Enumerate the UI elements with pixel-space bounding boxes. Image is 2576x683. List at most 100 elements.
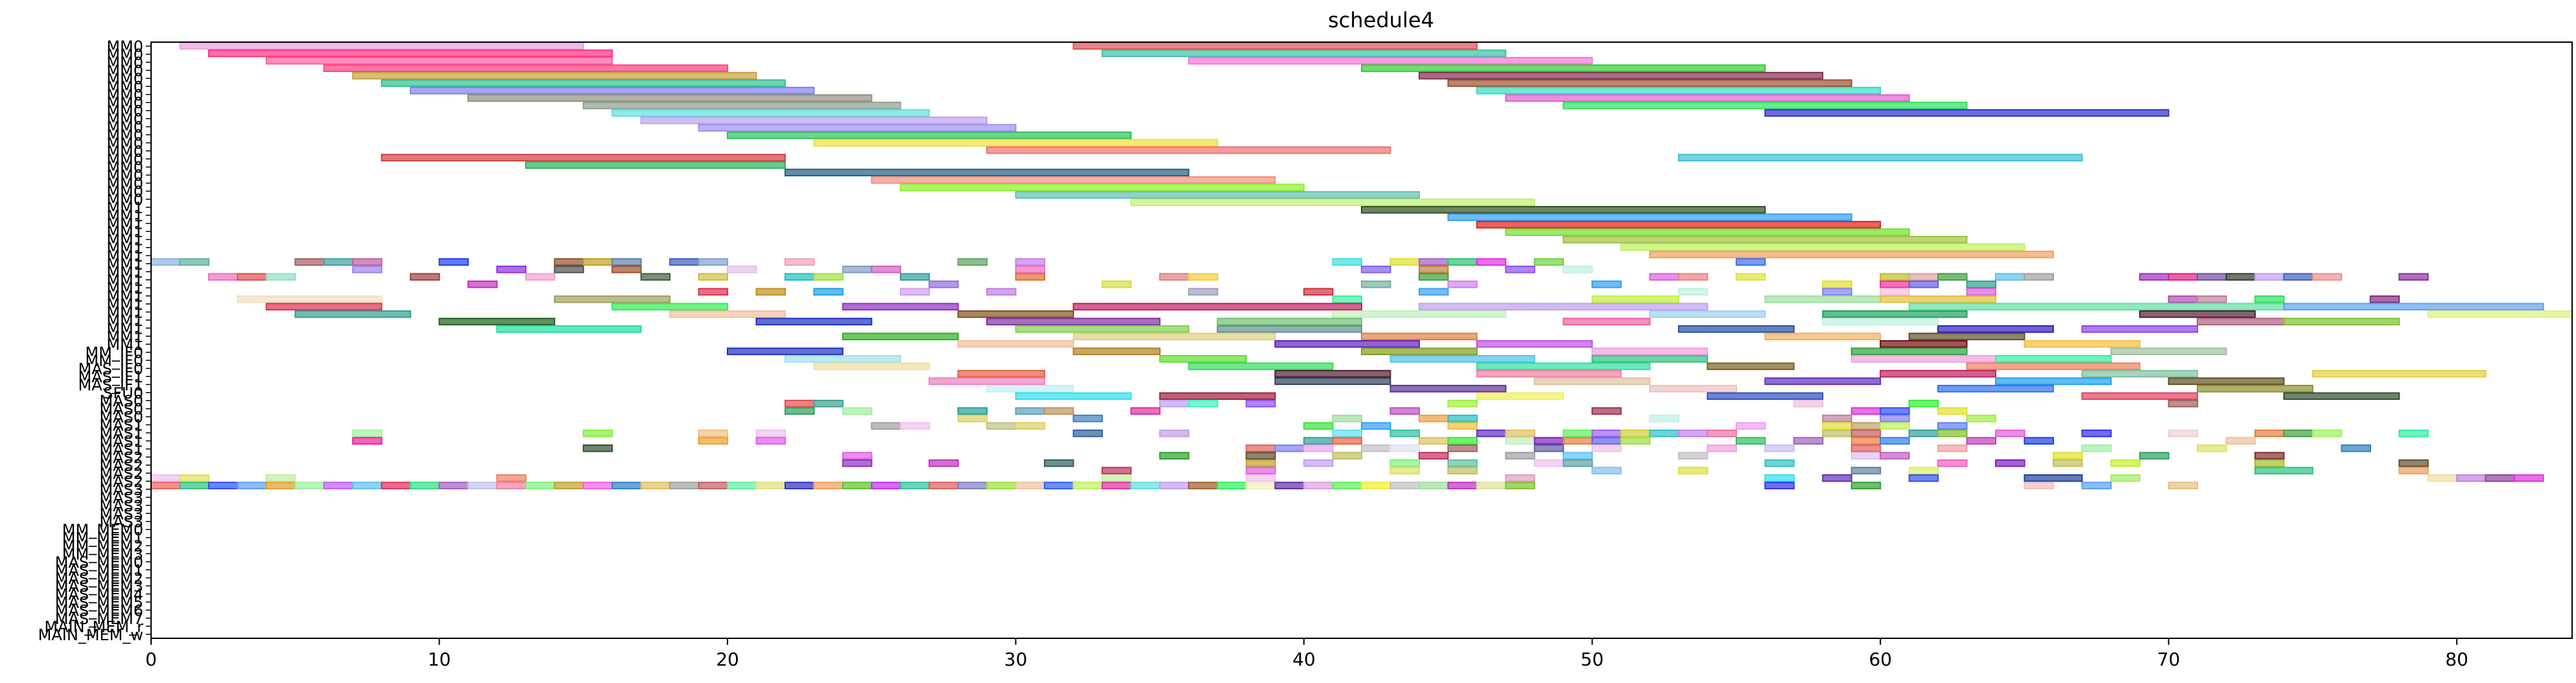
task-bar bbox=[1101, 474, 1132, 482]
task-bar bbox=[698, 288, 729, 296]
task-bar bbox=[871, 422, 901, 430]
task-bar bbox=[1274, 369, 1391, 378]
task-bar bbox=[2283, 392, 2400, 400]
task-bar bbox=[2254, 273, 2285, 281]
task-bar bbox=[1447, 414, 1478, 423]
task-bar bbox=[1764, 332, 1882, 341]
task-bar bbox=[1418, 258, 1449, 266]
y-tick-label: MM1 bbox=[106, 328, 143, 346]
y-tick-label: MAS_MEM3 bbox=[55, 577, 143, 596]
task-bar bbox=[554, 265, 584, 273]
task-bar bbox=[1850, 481, 1882, 490]
task-bar bbox=[2052, 459, 2083, 467]
task-bar bbox=[410, 481, 440, 490]
task-bar bbox=[611, 481, 642, 490]
task-bar bbox=[323, 258, 354, 266]
task-bar bbox=[1476, 392, 1565, 400]
task-bar bbox=[1332, 437, 1362, 445]
task-bar bbox=[842, 303, 959, 311]
task-bar bbox=[1937, 325, 2054, 333]
task-bar bbox=[2168, 377, 2285, 386]
y-tick-label: MAS0 bbox=[99, 392, 143, 410]
y-tick-label: MM0 bbox=[106, 191, 143, 209]
y-tick-label: MAS3 bbox=[99, 481, 143, 499]
task-bar bbox=[1447, 481, 1478, 490]
y-tick-label: MM_IF0 bbox=[85, 352, 143, 370]
x-tick-label: 40 bbox=[1292, 649, 1316, 670]
task-bar bbox=[1908, 467, 1939, 475]
task-bar bbox=[2110, 347, 2227, 356]
task-bar bbox=[1216, 481, 1247, 490]
task-bar bbox=[1678, 325, 1795, 333]
task-bar bbox=[1563, 318, 1651, 326]
task-bar bbox=[1015, 325, 1190, 333]
task-bar bbox=[1246, 481, 1276, 490]
y-tick-label: MAIN_MEM_r bbox=[44, 618, 143, 636]
task-bar bbox=[1563, 459, 1593, 467]
task-bar bbox=[755, 429, 786, 437]
task-bar bbox=[1908, 332, 2026, 341]
task-bar bbox=[1418, 273, 1449, 281]
task-bar bbox=[2110, 459, 2141, 467]
task-bar bbox=[899, 183, 1305, 192]
task-bar bbox=[1389, 407, 1420, 415]
task-bar bbox=[2168, 295, 2199, 303]
y-tick-label: MM1 bbox=[106, 272, 143, 290]
task-bar bbox=[986, 318, 1161, 326]
task-bar bbox=[1533, 444, 1565, 452]
task-bar bbox=[1303, 459, 1334, 467]
task-bar bbox=[1418, 303, 1708, 311]
task-bar bbox=[698, 273, 729, 281]
task-bar bbox=[2254, 459, 2285, 467]
task-bar bbox=[554, 481, 584, 490]
task-bar bbox=[1188, 288, 1218, 296]
task-bar bbox=[179, 258, 209, 266]
task-bar bbox=[1505, 94, 1910, 102]
task-bar bbox=[1188, 362, 1334, 371]
task-bar bbox=[2311, 273, 2343, 281]
task-bar bbox=[2254, 467, 2313, 475]
y-tick-label: MM_MEM0 bbox=[62, 521, 143, 539]
task-bar bbox=[1246, 452, 1276, 460]
task-bar bbox=[1620, 429, 1651, 437]
task-bar bbox=[1389, 429, 1420, 437]
task-bar bbox=[2311, 369, 2487, 378]
task-bar bbox=[207, 273, 239, 281]
task-bar bbox=[1533, 459, 1565, 467]
task-bar bbox=[611, 258, 642, 266]
task-bar bbox=[1015, 481, 1046, 490]
task-bar bbox=[1995, 429, 2026, 437]
task-bar bbox=[1246, 444, 1276, 452]
y-tick-label: MM0 bbox=[106, 134, 143, 152]
task-bar bbox=[1361, 347, 1478, 356]
task-bar bbox=[698, 481, 729, 490]
task-bar bbox=[1072, 303, 1362, 311]
y-tick-label: MM0 bbox=[106, 167, 143, 185]
task-bar bbox=[1937, 429, 1968, 437]
task-bar bbox=[265, 56, 613, 65]
task-bar bbox=[2168, 481, 2199, 490]
task-bar bbox=[1476, 220, 1882, 229]
task-bar bbox=[1101, 481, 1132, 490]
task-bar bbox=[467, 94, 873, 102]
task-bar bbox=[755, 318, 873, 326]
task-bar bbox=[1303, 422, 1334, 430]
task-bar bbox=[1418, 71, 1824, 80]
task-bar bbox=[1130, 481, 1161, 490]
task-bar bbox=[1591, 429, 1622, 437]
task-bar bbox=[1303, 444, 1334, 452]
task-bar bbox=[1188, 399, 1218, 408]
task-bar bbox=[1735, 437, 1766, 445]
task-bar bbox=[1533, 258, 1565, 266]
task-bar bbox=[1850, 422, 1882, 430]
task-bar bbox=[871, 265, 901, 273]
task-bar bbox=[1620, 437, 1651, 445]
task-bar bbox=[1533, 377, 1651, 386]
task-bar bbox=[1505, 474, 1535, 482]
task-bar bbox=[1966, 280, 1996, 288]
task-bar bbox=[1707, 444, 1737, 452]
task-bar bbox=[957, 310, 1074, 318]
task-bar bbox=[207, 49, 613, 58]
y-tick-label: MM0 bbox=[106, 54, 143, 72]
task-bar bbox=[1332, 295, 1362, 303]
